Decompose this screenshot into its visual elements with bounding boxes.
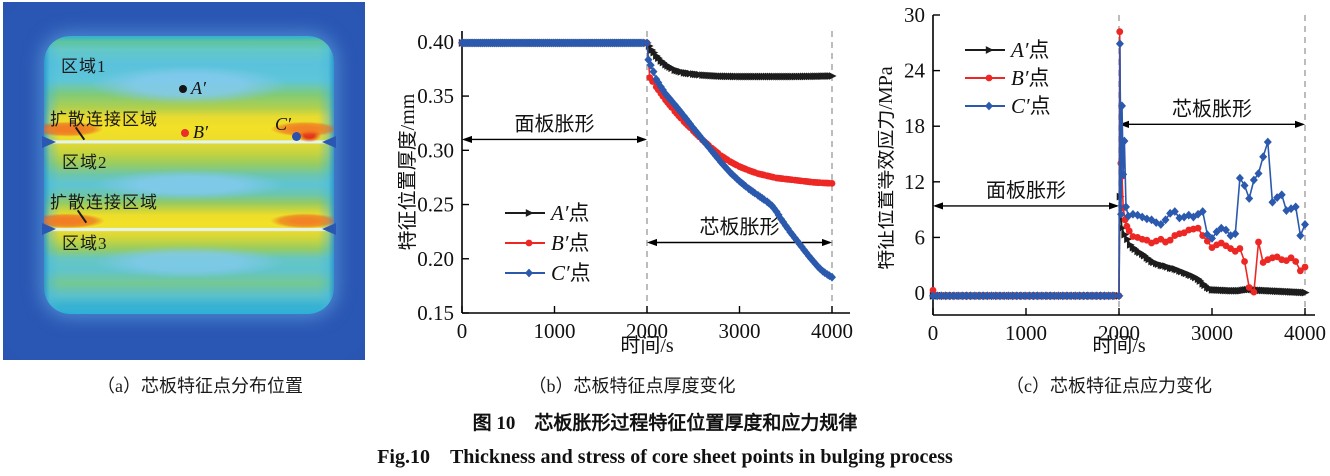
region1-label: 区域1 <box>61 57 107 76</box>
panel-notch <box>322 135 336 148</box>
legend: A′点 B′点 C′点 <box>965 38 1051 118</box>
chart-thickness: 0.15 0.20 0.25 0.30 0.35 0.40 0 1000 2000 3000 400… <box>396 0 860 376</box>
x-tick-label: 4000 <box>811 319 853 343</box>
arrowhead-right-icon <box>822 238 832 247</box>
x-tick-label: 1000 <box>1005 321 1047 345</box>
y-tick-label: 0.20 <box>417 247 454 271</box>
point-b-marker <box>181 129 189 137</box>
arrowhead-right-icon <box>637 135 647 144</box>
x-tick-label: 2000 <box>1098 321 1140 345</box>
y-tick-label: 0 <box>915 281 926 305</box>
figure-caption-chinese: 图 10 芯板胀形过程特征位置厚度和应力规律 <box>472 413 858 434</box>
x-tick-label: 4000 <box>1284 321 1326 345</box>
y-tick-label: 0.25 <box>417 193 454 217</box>
panel-notch <box>42 223 56 236</box>
heatmap-panel: 区域1 A′ 扩散连接区域 B′ C′ 区域2 扩散连接区域 区域3 <box>3 2 365 360</box>
y-tick-label: 0.40 <box>417 30 454 54</box>
caption-a: （a）芯板特征点分布位置 <box>97 376 303 396</box>
x-tick-label: 1000 <box>534 319 576 343</box>
legend-label: C′点 <box>551 261 591 285</box>
phase-annotation: 面板胀形 <box>462 112 647 144</box>
arrowhead-right-icon <box>1109 202 1119 210</box>
x-tick-label: 3000 <box>719 319 761 343</box>
y-tick-label: 24 <box>904 59 926 83</box>
legend-label: B′点 <box>1011 66 1049 90</box>
diffusion1-label: 扩散连接区域 <box>50 110 158 129</box>
figure-caption-english: Fig.10 Thickness and stress of core shee… <box>377 446 953 468</box>
phase-annotation: 芯板胀形 <box>1119 97 1305 128</box>
y-tick-label: 18 <box>904 114 925 138</box>
series-C′点 <box>929 39 1309 301</box>
arrowhead-left-icon <box>1119 120 1129 128</box>
x-axis-label: 时间/s <box>1092 334 1146 357</box>
phase-annotation: 芯板胀形 <box>647 216 832 247</box>
core-sheet-contour <box>42 36 336 314</box>
x-tick-label: 3000 <box>1191 321 1233 345</box>
legend: A′点 B′点 C′点 <box>505 201 591 285</box>
point-c-marker <box>292 132 301 141</box>
legend-label: B′点 <box>551 231 589 255</box>
legend-label: C′点 <box>1011 94 1051 118</box>
panel-notch <box>42 135 56 148</box>
series-C′点 <box>458 38 836 282</box>
y-tick-label: 0.15 <box>417 301 454 325</box>
x-axis-label: 时间/s <box>620 334 674 357</box>
point-a-marker <box>179 85 187 93</box>
panel-notch <box>322 223 336 236</box>
region3-label: 区域3 <box>62 234 108 253</box>
phase-annotation-label: 面板胀形 <box>515 112 595 135</box>
point-a-label: A′ <box>191 78 206 98</box>
y-axis-label: 特征位置厚度/mm <box>398 93 419 250</box>
phase-annotation-label: 芯板胀形 <box>1172 97 1252 120</box>
arrowhead-left-icon <box>647 238 657 247</box>
y-tick-label: 12 <box>904 170 925 194</box>
x-tick-label: 0 <box>457 319 468 343</box>
y-tick-label: 30 <box>904 3 925 27</box>
y-axis-label: 特征位置等效应力/MPa <box>878 66 897 269</box>
caption-c: （c）芯板特征点应力变化 <box>1006 376 1212 396</box>
phase-annotation-label: 芯板胀形 <box>700 216 780 239</box>
legend-label: A′点 <box>549 201 589 225</box>
point-c-label: C′ <box>275 114 291 134</box>
legend-label: A′点 <box>1009 38 1049 62</box>
thickness-chart-svg: 0.15 0.20 0.25 0.30 0.35 0.40 0 1000 2000 3000 400… <box>396 30 853 357</box>
x-tick-label: 0 <box>928 321 939 345</box>
arrowhead-left-icon <box>462 135 472 144</box>
y-tick-label: 6 <box>915 225 926 249</box>
arrowhead-left-icon <box>933 202 943 210</box>
y-tick-label: 0.30 <box>417 138 454 162</box>
stress-chart-svg: 0 6 12 18 24 30 0 1000 2000 3000 4000 时间/s 特征位置等效应力/… <box>874 3 1326 357</box>
arrowhead-right-icon <box>1295 120 1305 128</box>
y-tick-label: 0.35 <box>417 84 454 108</box>
phase-annotation-label: 面板胀形 <box>986 179 1066 202</box>
chart-stress: 0 6 12 18 24 30 0 1000 2000 3000 4000 时间/s 特征位置等效应力/… <box>874 0 1330 376</box>
diffusion2-label: 扩散连接区域 <box>50 193 158 212</box>
x-tick-label: 2000 <box>626 319 668 343</box>
point-b-label: B′ <box>193 122 208 142</box>
region2-label: 区域2 <box>62 153 108 172</box>
caption-b: （b）芯板特征点厚度变化 <box>528 376 736 396</box>
phase-annotation: 面板胀形 <box>933 179 1119 210</box>
